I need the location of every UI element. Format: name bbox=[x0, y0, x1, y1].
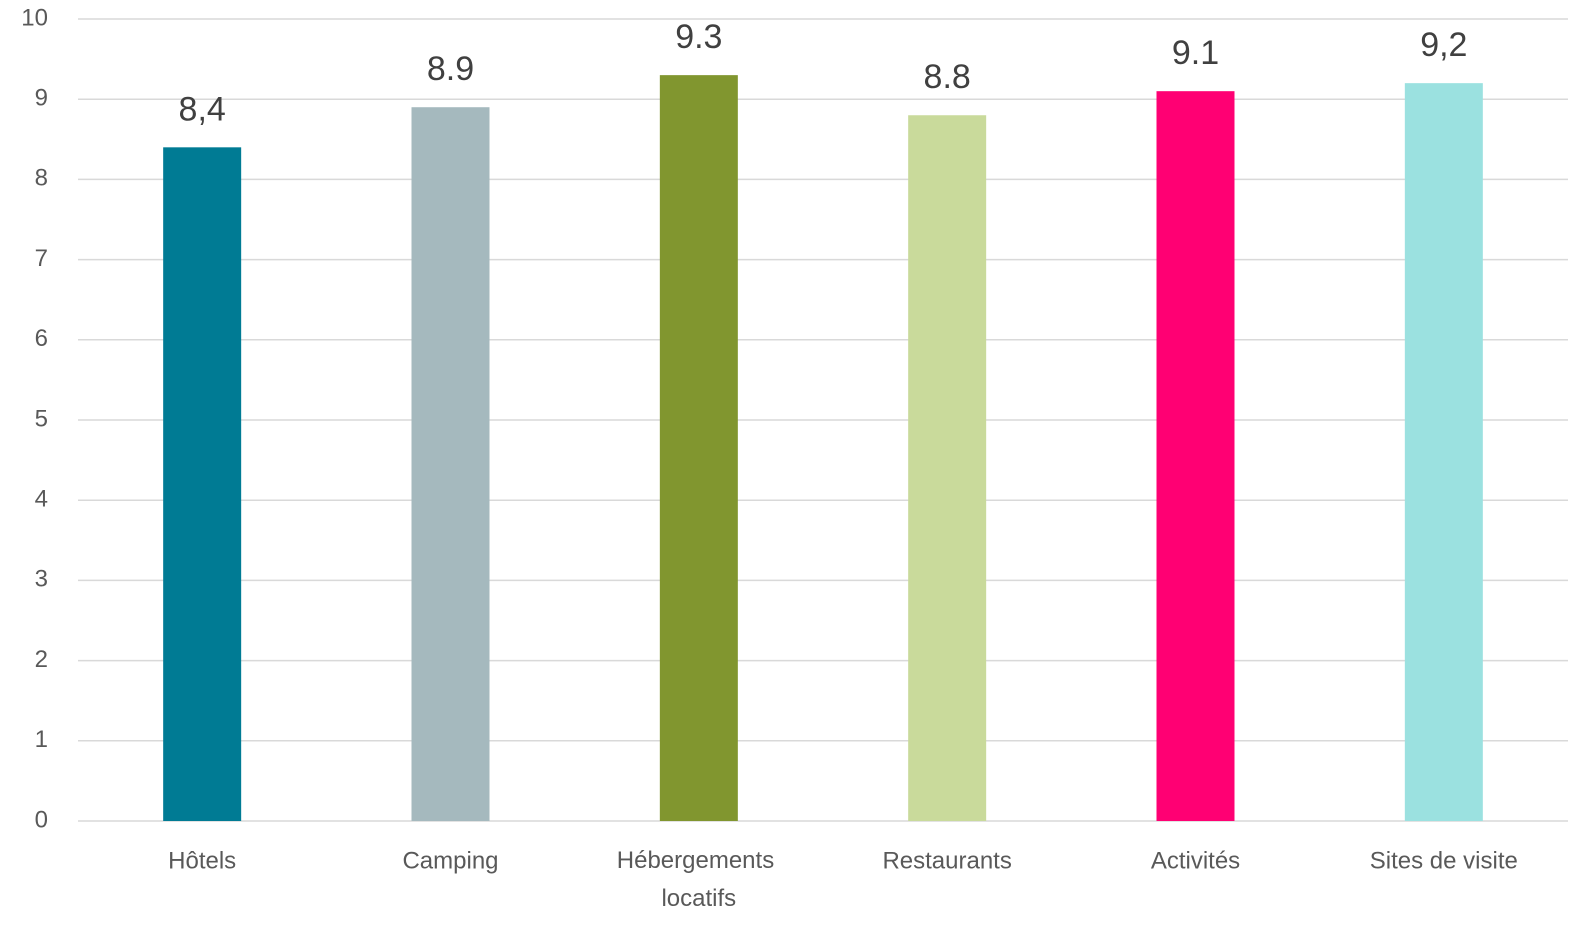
x-tick-label: Restaurants bbox=[882, 847, 1011, 874]
x-tick-label: Hôtels bbox=[168, 847, 236, 874]
bar bbox=[163, 147, 242, 821]
y-tick-label: 0 bbox=[35, 806, 48, 833]
x-tick-label: Sites de visite bbox=[1370, 847, 1518, 874]
value-label: 9.3 bbox=[675, 18, 722, 56]
x-tick-label: Hébergements locatifs bbox=[617, 847, 781, 912]
y-tick-label: 4 bbox=[35, 486, 48, 513]
x-tick-label: Camping bbox=[402, 847, 498, 874]
bar bbox=[659, 75, 738, 821]
y-tick-label: 9 bbox=[35, 85, 48, 112]
value-label: 8.9 bbox=[427, 50, 474, 88]
bar bbox=[1156, 91, 1235, 822]
value-label: 8.8 bbox=[924, 58, 971, 96]
value-label: 9.1 bbox=[1172, 34, 1219, 72]
bar bbox=[411, 107, 490, 822]
y-tick-label: 3 bbox=[35, 566, 48, 593]
bar bbox=[1404, 83, 1483, 821]
value-label: 9,2 bbox=[1420, 26, 1467, 64]
y-tick-label: 5 bbox=[35, 405, 48, 432]
y-tick-label: 10 bbox=[21, 4, 48, 31]
bar bbox=[908, 115, 987, 822]
value-label: 8,4 bbox=[179, 90, 226, 128]
y-tick-label: 2 bbox=[35, 646, 48, 673]
y-tick-label: 8 bbox=[35, 165, 48, 192]
y-tick-label: 6 bbox=[35, 325, 48, 352]
y-tick-label: 1 bbox=[35, 726, 48, 753]
x-tick-label: Activités bbox=[1151, 847, 1240, 874]
y-tick-label: 7 bbox=[35, 245, 48, 272]
